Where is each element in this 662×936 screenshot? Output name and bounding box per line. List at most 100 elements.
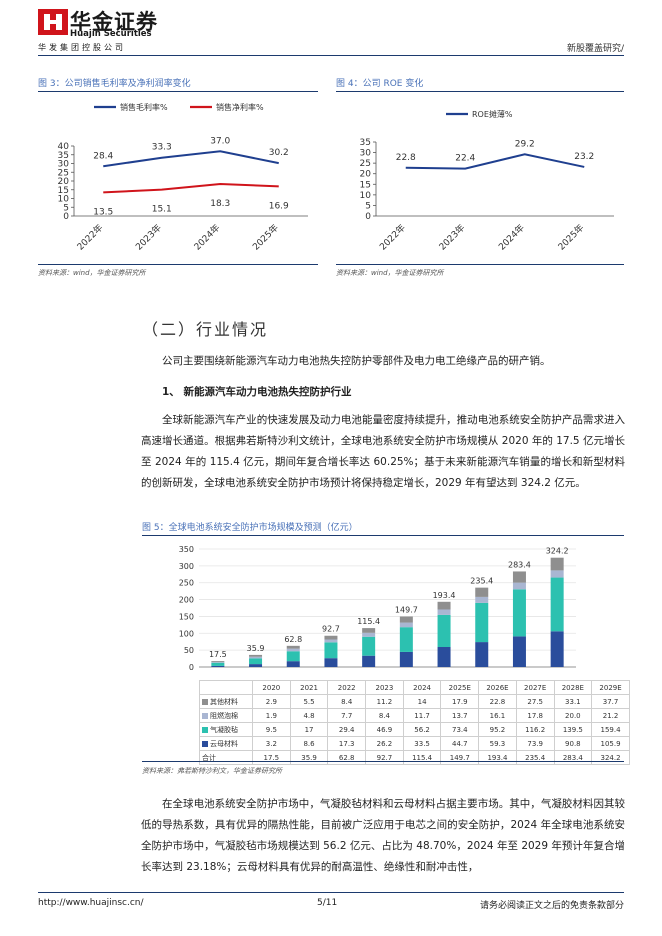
fig4-source: 资料来源：wind，华金证券研究所 (336, 269, 444, 277)
table-cell: 56.2 (402, 722, 442, 737)
bar-segment (512, 589, 526, 637)
table-cell: 115.4 (402, 750, 442, 765)
y-tick-label: 5 (365, 201, 371, 211)
table-category: 2023 (365, 680, 404, 695)
table-row: 其他材料 2.9 5.5 8.4 11.2 14 17.9 22.8 27.5 33.1 37.7 (199, 694, 630, 709)
bar-segment (475, 642, 489, 667)
table-cell: 33.5 (402, 736, 442, 751)
table-cell: 1.9 (252, 708, 291, 723)
table-cell: 33.1 (553, 694, 593, 709)
data-label: 13.5 (93, 207, 113, 217)
x-tick-label: 2024年 (191, 222, 222, 253)
table-cell: 90.8 (553, 736, 593, 751)
table-cell: 21.2 (591, 708, 630, 723)
series-name: 其他材料 (199, 694, 253, 709)
x-tick-label: 2022年 (74, 222, 105, 253)
table-cell: 92.7 (365, 750, 404, 765)
fig5-data-table: 2020 2021 2022 2023 2024 2025E 2026E 2027E 2028E… (199, 680, 630, 765)
table-cell: 11.2 (365, 694, 404, 709)
table-category: 2026E (478, 680, 517, 695)
y-tick-label: 25 (360, 159, 371, 169)
y-tick-label: 10 (360, 191, 372, 201)
footer-divider (38, 892, 624, 893)
table-row: 阻燃泡棉 1.9 4.8 7.7 8.4 11.7 13.7 16.1 17.8 20.0 21.2 (199, 708, 630, 723)
section-intro: 公司主要围绕新能源汽车动力电池热失控防护零部件及电力电工绝缘产品的研产销。 (162, 355, 551, 367)
brand-name-en: Huajin Securities (70, 29, 152, 39)
table-row: 云母材料 3.2 8.6 17.3 26.2 33.5 44.7 59.3 73.9 90.8 10… (199, 736, 630, 751)
total-label: 149.7 (395, 606, 418, 615)
total-label: 235.4 (470, 577, 493, 586)
y-tick-label: 35 (58, 151, 69, 161)
table-cell: 17.5 (252, 750, 291, 765)
table-category: 2020 (252, 680, 291, 695)
table-cell: 8.4 (365, 708, 404, 723)
table-cell: 95.2 (478, 722, 517, 737)
data-label: 30.2 (269, 148, 289, 158)
y-tick-label: 30 (360, 149, 372, 159)
bar-segment (550, 631, 564, 667)
legend-swatch (202, 698, 208, 705)
total-label: 92.7 (322, 625, 340, 634)
legend-swatch (202, 712, 208, 719)
footer-url[interactable]: http://www.huajinsc.cn/ (38, 898, 144, 908)
y-tick-label: 100 (179, 629, 194, 638)
table-cell: 44.7 (440, 736, 480, 751)
table-cell: 59.3 (478, 736, 517, 751)
bar-segment (286, 645, 300, 649)
table-cell: 7.7 (327, 708, 367, 723)
y-tick-label: 10 (58, 195, 70, 205)
table-cell: 235.4 (515, 750, 555, 765)
table-cell: 26.2 (365, 736, 404, 751)
table-category: 2024 (402, 680, 442, 695)
series-name: 云母材料 (199, 736, 253, 751)
total-label: 283.4 (508, 560, 531, 569)
fig5-chart: 0 50 100 150 200 250 300 350 17.5 35.9 62.8 92.7 115… (179, 545, 576, 672)
table-cell: 4.8 (289, 708, 329, 723)
table-header-row: 2020 2021 2022 2023 2024 2025E 2026E 2027E 2028E… (199, 680, 630, 695)
data-label: 37.0 (210, 136, 230, 146)
data-label: 33.3 (152, 143, 172, 153)
bar-segment (211, 662, 225, 666)
series-name-label: 云母材料 (210, 739, 238, 748)
series-line (103, 150, 279, 168)
fig3-bottom-rule (38, 264, 318, 265)
bar-segment (550, 577, 564, 632)
table-category: 2021 (289, 680, 329, 695)
table-cell: 159.4 (591, 722, 630, 737)
bar-segment (512, 582, 526, 590)
bar-segment (475, 587, 489, 597)
footer-disclaimer: 请务必阅读正文之后的免责条款部分 (479, 901, 624, 911)
bar-segment (286, 661, 300, 667)
y-tick-label: 40 (58, 142, 70, 152)
y-tick-label: 35 (360, 138, 371, 148)
y-tick-label: 0 (189, 663, 194, 672)
table-cell: 116.2 (515, 722, 555, 737)
table-cell: 2.9 (252, 694, 291, 709)
bar-segment (399, 622, 413, 628)
bar-segment (211, 662, 225, 663)
legend-label: ROE摊薄% (472, 109, 513, 119)
y-tick-label: 200 (179, 596, 194, 605)
y-tick-label: 5 (63, 203, 69, 213)
bar-segment (475, 602, 489, 643)
company-tagline: 华发集团控股公司 (38, 43, 126, 52)
y-tick-label: 25 (58, 168, 69, 178)
series-name-label: 气凝胶毡 (210, 725, 238, 734)
fig5-title: 图 5：全球电池系统安全防护市场规模及预测（亿元） (142, 523, 358, 533)
table-cell: 5.5 (289, 694, 329, 709)
table-cell: 11.7 (402, 708, 442, 723)
bar-segment (324, 635, 338, 640)
bar-segment (399, 616, 413, 623)
table-cell: 17 (289, 722, 329, 737)
x-tick-label: 2023年 (133, 222, 164, 253)
report-type: 新股覆盖研究/ (566, 44, 624, 54)
series-line (405, 153, 585, 170)
bar-segment (324, 658, 338, 667)
series-name: 阻燃泡棉 (199, 708, 253, 723)
table-cell: 193.4 (478, 750, 517, 765)
fig4-title: 图 4：公司 ROE 变化 (336, 79, 424, 89)
table-cell: 46.9 (365, 722, 404, 737)
table-cell: 14 (402, 694, 442, 709)
